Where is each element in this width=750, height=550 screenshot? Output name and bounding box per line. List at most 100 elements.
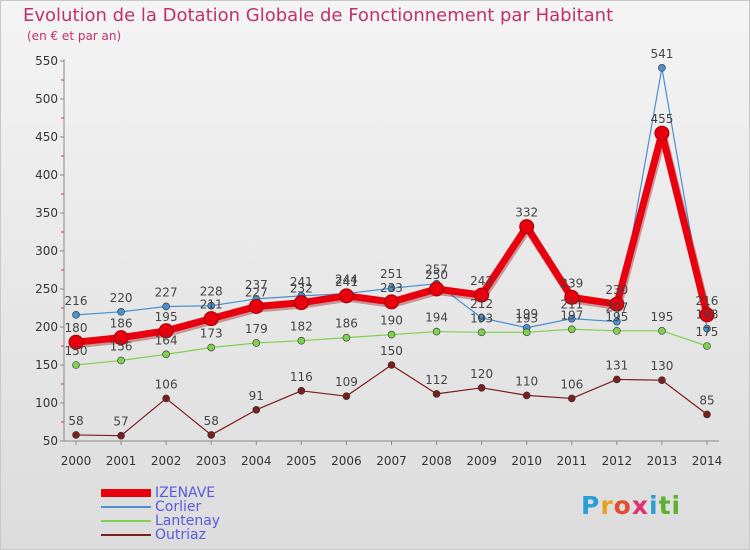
data-point-outriaz	[522, 391, 531, 400]
data-point-lantenay	[477, 328, 486, 337]
x-tick-label: 2008	[421, 454, 452, 468]
data-point-corlier	[703, 324, 711, 333]
x-tick-label: 2002	[151, 454, 182, 468]
data-label-lantenay: 156	[110, 339, 133, 353]
chart-title: Evolution de la Dotation Globale de Fonc…	[23, 5, 614, 26]
data-label-izenave: 186	[110, 317, 133, 331]
data-label-lantenay: 182	[290, 320, 313, 334]
x-tick-label: 2006	[331, 454, 362, 468]
x-tick-label: 2011	[556, 454, 587, 468]
data-point-lantenay	[567, 325, 576, 334]
data-point-izenave	[68, 334, 84, 350]
data-label-izenave: 195	[155, 310, 178, 324]
data-label-lantenay: 195	[605, 310, 628, 324]
data-label-izenave: 232	[290, 282, 313, 296]
data-point-lantenay	[658, 326, 666, 335]
data-label-lantenay: 193	[515, 311, 538, 325]
data-point-izenave	[383, 294, 399, 310]
data-point-izenave	[203, 311, 219, 327]
data-label-izenave: 227	[245, 285, 268, 299]
data-point-izenave	[699, 307, 715, 323]
data-point-izenave	[564, 289, 580, 305]
data-point-corlier	[567, 314, 576, 323]
x-tick-label: 2001	[106, 454, 137, 468]
data-label-lantenay: 164	[155, 333, 178, 347]
data-label-corlier: 241	[290, 275, 313, 289]
data-point-corlier	[207, 301, 216, 310]
data-point-izenave	[474, 287, 490, 303]
data-point-corlier	[72, 311, 80, 319]
legend-label: Corlier	[155, 499, 202, 515]
data-label-outriaz: 58	[204, 414, 219, 428]
y-tick-label: 350	[35, 206, 58, 220]
legend-item-izenave: IZENAVE	[101, 486, 220, 500]
legend-item-corlier: Corlier	[101, 500, 220, 514]
x-tick-label: 2004	[241, 454, 272, 468]
data-point-lantenay	[117, 356, 125, 365]
data-label-lantenay: 197	[560, 308, 583, 322]
data-point-lantenay	[703, 342, 711, 350]
legend-item-outriaz: Outriaz	[101, 528, 220, 542]
data-label-outriaz: 109	[335, 375, 358, 389]
y-tick-label: 50	[43, 434, 58, 448]
data-point-izenave	[293, 295, 309, 311]
x-tick-label: 2007	[376, 454, 407, 468]
data-label-lantenay: 179	[245, 322, 268, 336]
data-point-lantenay	[522, 328, 531, 337]
y-tick-label: 500	[35, 92, 58, 106]
data-point-outriaz	[297, 387, 306, 395]
data-point-outriaz	[342, 392, 351, 400]
legend-swatch	[101, 489, 151, 497]
logo-letter: r	[600, 491, 614, 520]
data-point-lantenay	[297, 336, 306, 345]
data-point-outriaz	[162, 394, 170, 403]
data-point-outriaz	[387, 361, 396, 369]
x-tick-label: 2013	[647, 454, 678, 468]
x-tick-label: 2009	[466, 454, 497, 468]
data-label-outriaz: 131	[605, 358, 628, 372]
y-tick-label: 450	[35, 130, 58, 144]
data-label-outriaz: 110	[515, 374, 538, 388]
legend-swatch	[101, 534, 151, 536]
data-label-corlier: 220	[110, 291, 133, 305]
data-label-izenave: 250	[425, 268, 448, 282]
data-point-lantenay	[72, 361, 80, 369]
data-label-izenave: 180	[65, 321, 88, 335]
data-label-corlier: 251	[380, 267, 403, 281]
series-line-outriaz	[75, 364, 708, 437]
logo-letter: t	[658, 491, 672, 520]
data-label-outriaz: 120	[470, 367, 493, 381]
x-tick-label: 2012	[602, 454, 633, 468]
data-point-izenave	[429, 281, 445, 297]
data-point-izenave	[654, 125, 670, 141]
x-tick-label: 2003	[196, 454, 227, 468]
data-label-corlier: 211	[560, 298, 583, 312]
chart-legend: IZENAVE Corlier Lantenay Outriaz	[101, 486, 220, 542]
data-label-corlier: 199	[515, 307, 538, 321]
legend-label: Outriaz	[155, 527, 206, 543]
data-label-corlier: 207	[605, 301, 628, 315]
data-label-izenave: 239	[560, 276, 583, 290]
data-point-lantenay	[207, 343, 216, 352]
data-point-lantenay	[432, 327, 441, 336]
data-point-outriaz	[703, 410, 711, 419]
data-label-izenave: 332	[515, 206, 538, 220]
y-tick-label: 100	[35, 396, 58, 410]
data-point-outriaz	[117, 431, 125, 440]
data-point-corlier	[117, 307, 125, 316]
data-label-lantenay: 175	[696, 325, 719, 339]
data-point-lantenay	[387, 330, 396, 339]
data-point-outriaz	[252, 406, 261, 414]
data-point-corlier	[162, 302, 170, 311]
x-tick-label: 2005	[286, 454, 317, 468]
logo-letter: i	[671, 491, 682, 520]
data-label-lantenay: 186	[335, 317, 358, 331]
y-tick-label: 400	[35, 168, 58, 182]
data-point-izenave	[519, 219, 535, 235]
data-label-corlier: 257	[425, 263, 448, 277]
data-point-lantenay	[342, 333, 351, 342]
x-tick-label: 2014	[692, 454, 723, 468]
data-point-corlier	[477, 314, 486, 322]
data-label-lantenay: 195	[650, 310, 673, 324]
